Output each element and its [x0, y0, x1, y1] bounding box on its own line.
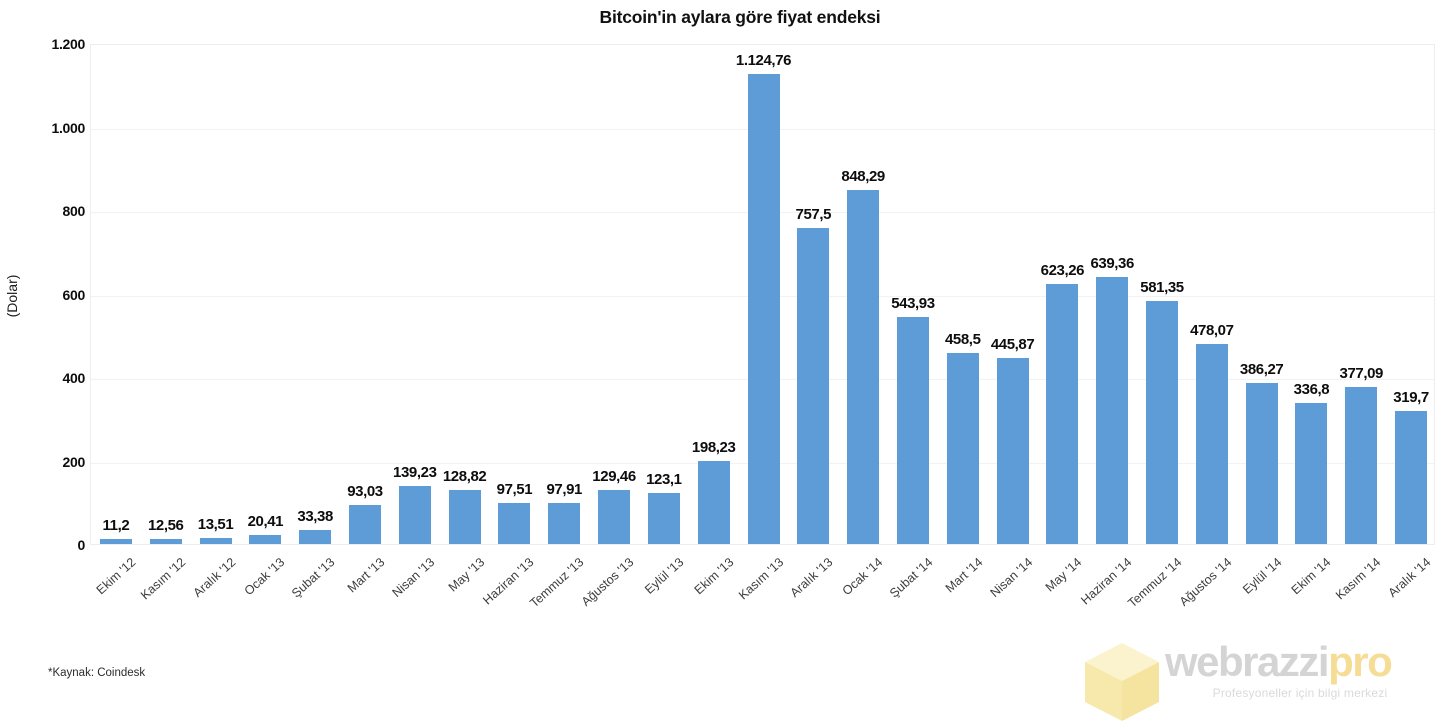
bar-value-label: 336,8	[1293, 381, 1330, 399]
bar	[1295, 403, 1328, 544]
bar-value-label: 11,2	[102, 517, 130, 535]
bar-value-label: 478,07	[1190, 322, 1234, 340]
x-axis-tick-label: Temmuz '13	[527, 555, 587, 611]
bar	[1146, 301, 1179, 544]
plot-area: 11,2 12,56 13,51 20,41 33,38 93,03 139,23 128,8…	[90, 44, 1435, 545]
bar-value-label: 543,93	[891, 294, 935, 312]
bar	[199, 538, 232, 544]
x-axis-tick-label: Aralık '13	[787, 555, 836, 601]
bar-value-label: 639,36	[1090, 255, 1134, 273]
bar	[598, 489, 631, 544]
bar-value-label: 445,87	[990, 335, 1035, 353]
bar	[797, 227, 830, 544]
x-axis-tick-label: Ekim '13	[691, 555, 737, 598]
y-axis-tick-label: 400	[62, 370, 86, 386]
watermark-brand-suffix: pro	[1328, 638, 1393, 685]
bar	[398, 485, 431, 544]
bar-value-label: 128,82	[442, 468, 487, 486]
x-axis-tick-label: May '14	[1043, 555, 1085, 595]
bar-value-label: 97,91	[546, 481, 583, 499]
bar	[548, 503, 581, 544]
bar	[847, 189, 880, 544]
x-axis-tick-label: Kasım '12	[137, 555, 189, 603]
watermark-wordmark: webrazzipro	[1165, 638, 1393, 685]
bar-value-label: 581,35	[1140, 279, 1184, 297]
bar	[149, 538, 182, 544]
x-axis-tick-label: Ocak '13	[241, 555, 288, 599]
x-axis-tick-label: Aralık '12	[190, 555, 238, 601]
bar	[1046, 283, 1079, 544]
x-axis-tick-label: Eylül '13	[642, 555, 687, 597]
x-axis-tick-label: Ağustos '14	[1176, 555, 1235, 609]
bar	[1195, 344, 1228, 544]
y-axis-tick-label: 0	[77, 537, 86, 553]
bar-value-label: 33,38	[297, 508, 333, 526]
bar	[647, 492, 680, 544]
bar-value-label: 12,56	[147, 516, 184, 534]
bar-value-label: 458,5	[944, 330, 981, 348]
bar	[1395, 410, 1428, 544]
bar-value-label: 1.124,76	[735, 52, 792, 70]
watermark-tagline: Profesyoneller için bilgi merkezi	[1212, 686, 1388, 700]
bar	[1096, 277, 1129, 544]
x-axis-tick-label: Ekim '14	[1289, 555, 1334, 598]
y-axis-tick-label: 1.200	[51, 36, 85, 52]
x-axis-tick-label: Şubat '13	[289, 555, 338, 601]
bar-value-label: 319,7	[1393, 388, 1429, 406]
bar	[896, 316, 929, 544]
x-axis-tick-label: Eylül '14	[1239, 555, 1285, 597]
x-axis-tick-label: Mart '14	[942, 555, 986, 596]
cube-icon	[1085, 643, 1159, 721]
x-axis-tick-label: Ocak '14	[839, 555, 886, 599]
bar-value-label: 123,1	[646, 470, 682, 488]
y-axis-tick-label: 600	[62, 286, 86, 303]
bar	[99, 539, 132, 544]
bar-value-label: 623,26	[1040, 261, 1085, 279]
bar	[498, 503, 531, 544]
x-axis-tick-label: Haziran '13	[480, 555, 537, 608]
bar-value-label: 93,03	[347, 483, 383, 501]
bar	[1245, 382, 1278, 544]
watermark-brand: webrazzi	[1165, 638, 1330, 685]
bar	[946, 352, 979, 544]
bar	[348, 505, 381, 544]
x-axis-tick-label: Nisan '13	[389, 555, 438, 601]
bar	[249, 535, 282, 544]
bar-value-label: 13,51	[197, 516, 234, 534]
x-axis-tick-label: Şubat '14	[886, 555, 936, 601]
bar-value-label: 377,09	[1339, 364, 1384, 382]
x-axis-tick-label: Haziran '14	[1078, 555, 1135, 608]
bar	[697, 461, 730, 544]
x-axis-tick-label: Ağustos '13	[578, 555, 637, 609]
bar-value-label: 20,41	[247, 513, 284, 531]
bar-value-label: 198,23	[691, 439, 736, 457]
x-axis-tick-label: Nisan '14	[987, 555, 1035, 601]
bar-value-label: 129,46	[592, 467, 636, 485]
bar	[1345, 386, 1378, 544]
bar-value-label: 848,29	[841, 167, 885, 185]
bar	[996, 357, 1029, 544]
x-axis-tick-label: Temmuz '14	[1125, 555, 1185, 611]
bar	[448, 490, 481, 544]
x-axis-tick-label: Aralık '14	[1385, 555, 1434, 601]
bar-value-label: 757,5	[795, 205, 832, 223]
source-note: *Kaynak: Coindesk	[48, 667, 146, 679]
x-axis-tick-label: Kasım '13	[735, 555, 786, 603]
bar-value-label: 386,27	[1239, 360, 1284, 378]
x-axis-tick-label: Kasım '14	[1333, 555, 1384, 603]
x-axis-tick-label: Ekim '12	[93, 555, 139, 598]
x-axis-tick-label: Mart '13	[344, 555, 388, 596]
webrazzi-pro-logo: webrazzipro Profesyoneller için bilgi me…	[1085, 638, 1435, 721]
y-axis-tick-label: 200	[62, 453, 86, 470]
bar	[747, 74, 780, 544]
bar	[299, 530, 332, 544]
chart-title: Bitcoin'in aylara göre fiyat endeksi	[599, 7, 881, 27]
bar-value-label: 139,23	[393, 463, 437, 481]
y-axis-tick-label: 800	[62, 203, 86, 219]
bar-value-label: 97,51	[496, 481, 533, 499]
y-axis-tick-label: 1.000	[51, 119, 85, 136]
x-axis-tick-label: May '13	[445, 555, 487, 595]
